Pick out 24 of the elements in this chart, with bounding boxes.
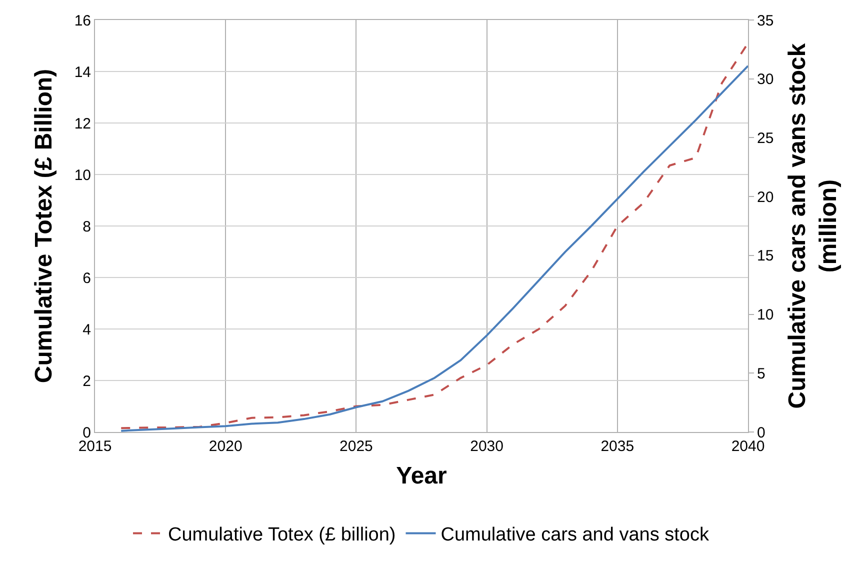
x-tick-label: 2020: [208, 438, 242, 455]
y-tick-label: 14: [74, 64, 91, 81]
x-tick-label: 2025: [340, 438, 373, 455]
y-tick-label: 8: [82, 218, 91, 236]
y2-axis-title: Cumulative cars and vans stock (million): [784, 42, 842, 409]
y-tick-label: 16: [74, 12, 91, 30]
y-tick-label: 4: [82, 321, 91, 338]
y-tick-label: 6: [82, 270, 91, 287]
y-tick-label: 12: [74, 115, 91, 132]
y2-tick-label: 10: [757, 306, 774, 324]
x-tick-label: 2035: [600, 438, 634, 455]
y2-tick-label: 25: [757, 130, 774, 147]
legend-label: Cumulative cars and vans stock: [440, 524, 710, 546]
y2-tick-label: 15: [757, 248, 774, 265]
x-tick-label: 2030: [470, 438, 504, 455]
y2-tick-label: 35: [757, 12, 774, 30]
y-tick-label: 10: [74, 166, 91, 184]
x-axis-title: Year: [396, 462, 447, 490]
y-axis-title: Cumulative Totex (£ Billion): [30, 68, 58, 384]
y-tick-label: 2: [82, 372, 91, 390]
y2-tick-label: 20: [757, 188, 774, 206]
legend-label: Cumulative Totex (£ billion): [168, 524, 396, 546]
y2-tick-label: 30: [757, 71, 774, 88]
y2-tick-label: 5: [757, 365, 766, 382]
